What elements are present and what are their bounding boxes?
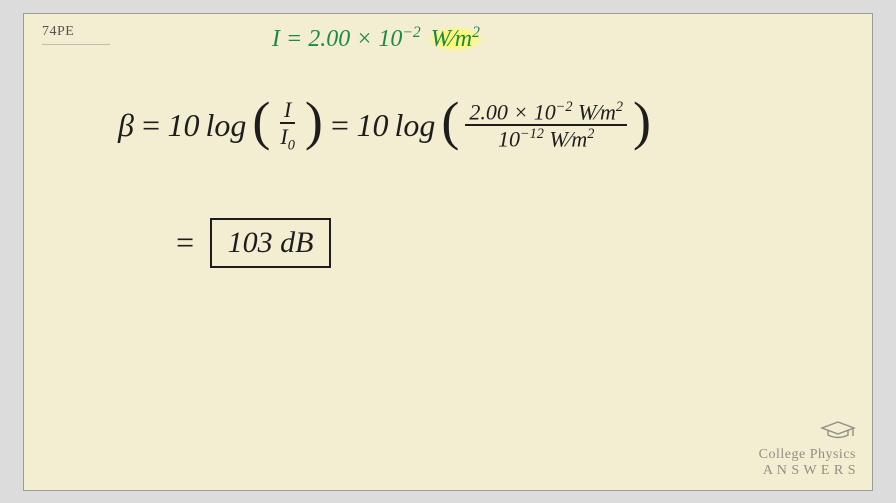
numerator: 2.00 × 10−2 W⁄m2 [465, 100, 627, 126]
mortarboard-icon [759, 420, 856, 445]
fraction-numeric: 2.00 × 10−2 W⁄m2 10−12 W⁄m2 [465, 100, 627, 151]
unit-exp: 2 [472, 24, 480, 41]
boxed-answer: 103 dB [210, 218, 332, 268]
equals-sign: = [329, 107, 351, 144]
denominator: I0 [276, 124, 298, 153]
equals-sign: = [286, 26, 302, 52]
equals-sign: = [174, 224, 196, 261]
given-coeff: 2.00 × 10 [308, 26, 402, 52]
highlighted-unit: W⁄m2 [427, 26, 484, 52]
equation-line-2: = 103 dB [174, 218, 331, 268]
denominator: 10−12 W⁄m2 [494, 126, 599, 150]
log: log [394, 107, 435, 144]
video-frame: 74PE I = 2.00 × 10−2 W⁄m2 β = 10 log ( I… [23, 13, 873, 491]
logo-line1: College Physics [759, 447, 856, 462]
canvas-background [24, 14, 872, 490]
equation-line-1: β = 10 log ( I I0 ) = 10 log ( 2.00 × 10… [118, 98, 651, 153]
given-exponent: −2 [402, 24, 420, 41]
brand-logo: College Physics A N S W E R S [759, 420, 856, 479]
given-intensity: I = 2.00 × 10−2 W⁄m2 [272, 24, 484, 53]
beta-symbol: β [118, 107, 134, 144]
ten: 10 [168, 107, 200, 144]
unit-base: W⁄m [431, 26, 472, 52]
ten: 10 [356, 107, 388, 144]
fraction-i-over-i0: I I0 [276, 98, 298, 153]
problem-number-tag: 74PE [42, 24, 110, 45]
numerator: I [280, 98, 295, 124]
given-lhs: I [272, 26, 280, 52]
log: log [206, 107, 247, 144]
logo-line2: A N S W E R S [763, 463, 856, 478]
equals-sign: = [140, 107, 162, 144]
